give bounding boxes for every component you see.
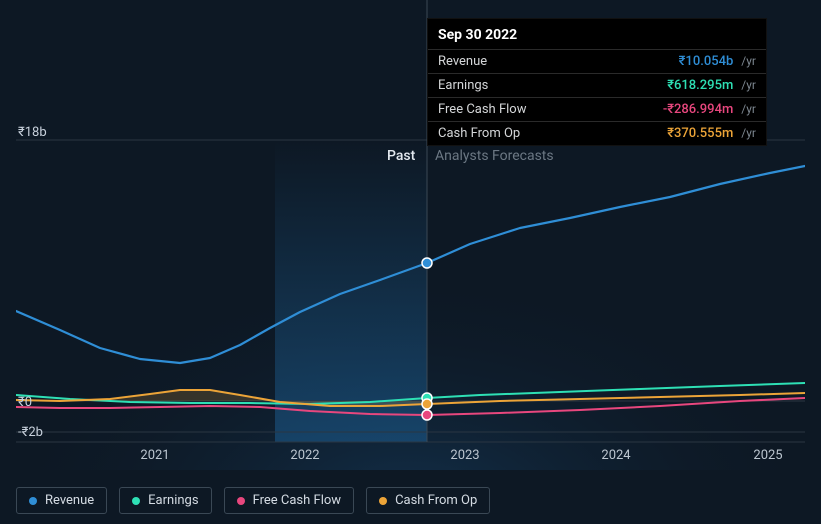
tooltip-label: Cash From Op [438,126,659,141]
tooltip-label: Earnings [438,78,659,93]
y-tick-label: ₹0 [18,395,32,410]
legend-label: Earnings [148,493,198,508]
legend-dot-icon [29,497,37,505]
chart-tooltip: Sep 30 2022 Revenue ₹10.054b /yr Earning… [427,18,767,146]
tooltip-value: ₹370.555m [667,126,733,141]
tooltip-row-earnings: Earnings ₹618.295m /yr [428,73,766,97]
tooltip-row-fcf: Free Cash Flow -₹286.994m /yr [428,97,766,121]
legend-toggle-earnings[interactable]: Earnings [119,487,211,514]
x-tick-label: 2025 [753,448,782,463]
legend-label: Cash From Op [395,493,477,508]
tooltip-value: -₹286.994m [663,102,733,117]
legend-dot-icon [379,497,387,505]
x-tick-label: 2022 [290,448,319,463]
tooltip-unit: /yr [741,54,756,68]
tooltip-label: Revenue [438,54,671,69]
x-tick-label: 2023 [450,448,479,463]
x-tick-label: 2021 [140,448,169,463]
tooltip-row-revenue: Revenue ₹10.054b /yr [428,49,766,73]
tooltip-label: Free Cash Flow [438,102,655,117]
tooltip-value: ₹618.295m [667,78,733,93]
legend-dot-icon [132,497,140,505]
tooltip-unit: /yr [741,126,756,140]
legend-dot-icon [237,497,245,505]
chart-legend: Revenue Earnings Free Cash Flow Cash Fro… [16,487,490,514]
forecast-label: Analysts Forecasts [435,148,554,164]
legend-toggle-revenue[interactable]: Revenue [16,487,107,514]
legend-label: Free Cash Flow [253,493,341,508]
tooltip-unit: /yr [741,102,756,116]
tooltip-unit: /yr [741,78,756,92]
past-label: Past [387,148,415,164]
legend-toggle-fcf[interactable]: Free Cash Flow [224,487,354,514]
x-tick-label: 2024 [601,448,630,463]
legend-toggle-cfo[interactable]: Cash From Op [366,487,490,514]
tooltip-row-cfo: Cash From Op ₹370.555m /yr [428,121,766,145]
tooltip-date: Sep 30 2022 [428,19,766,49]
legend-label: Revenue [45,493,94,508]
y-tick-label: -₹2b [18,425,43,440]
tooltip-value: ₹10.054b [679,54,734,69]
y-tick-label: ₹18b [18,125,47,140]
